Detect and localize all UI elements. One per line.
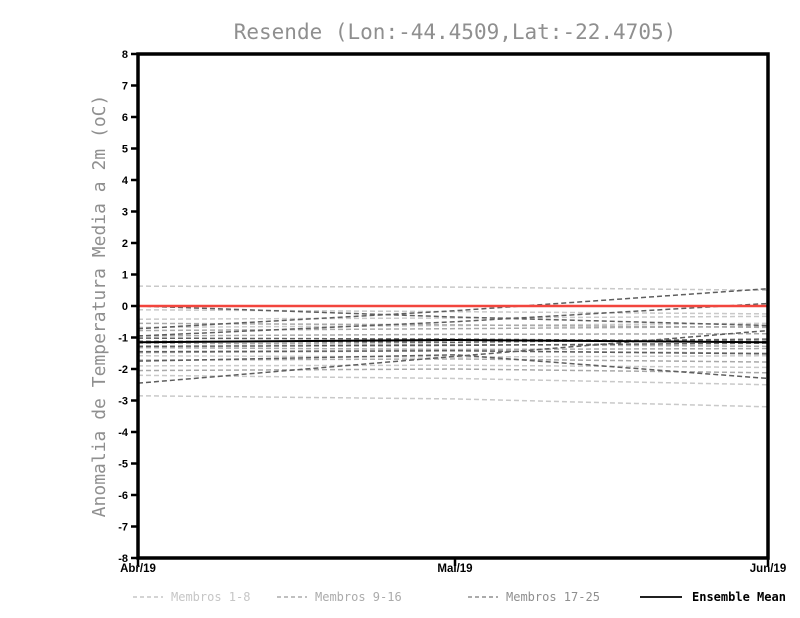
member-line-11 bbox=[137, 332, 769, 337]
y-tick-label: -7 bbox=[118, 522, 128, 534]
y-tick-label: -2 bbox=[118, 364, 128, 376]
member-line-23 bbox=[137, 349, 769, 355]
y-tick-label: 6 bbox=[122, 112, 128, 124]
legend-item-membros-9-16: Membros 9-16 bbox=[277, 590, 402, 604]
x-tick-label: Abr/19 bbox=[120, 563, 156, 575]
ensemble-mean-line bbox=[137, 339, 769, 344]
y-tick-label: 5 bbox=[122, 144, 128, 156]
y-tick-label: -1 bbox=[118, 333, 128, 345]
member-line-20 bbox=[137, 302, 769, 337]
member-line-9 bbox=[137, 322, 769, 329]
y-tick-label: 2 bbox=[122, 238, 128, 250]
legend-item-membros-17-25: Membros 17-25 bbox=[468, 590, 600, 604]
y-tick-label: 0 bbox=[122, 301, 128, 313]
legend-label: Membros 1-8 bbox=[171, 590, 250, 604]
member-line-12 bbox=[137, 342, 769, 348]
chart-legend: Membros 1-8 Membros 9-16 Membros 17-25 E… bbox=[133, 590, 786, 604]
y-axis-label: Anomalia de Temperatura Media a 2m (oC) bbox=[89, 95, 110, 518]
chart-title: Resende (Lon:-44.4509,Lat:-22.4705) bbox=[234, 20, 677, 44]
legend-label: Membros 9-16 bbox=[315, 590, 402, 604]
member-line-19 bbox=[137, 287, 769, 330]
member-line-8 bbox=[137, 395, 769, 408]
member-line-5 bbox=[137, 355, 769, 358]
y-tick-label: -8 bbox=[118, 553, 128, 565]
member-line-24 bbox=[137, 354, 769, 380]
member-line-6 bbox=[137, 364, 769, 369]
y-tick-label: -5 bbox=[118, 459, 128, 471]
y-tick-label: -6 bbox=[118, 490, 128, 502]
y-tick-label: -4 bbox=[118, 427, 129, 439]
member-line-16 bbox=[137, 368, 769, 374]
legend-item-membros-1-8: Membros 1-8 bbox=[133, 590, 250, 604]
member-line-21 bbox=[137, 337, 769, 343]
x-tick-label: Mai/19 bbox=[437, 563, 472, 575]
legend-label: Membros 17-25 bbox=[506, 590, 600, 604]
member-line-4 bbox=[137, 322, 769, 329]
member-line-7 bbox=[137, 374, 769, 386]
y-tick-label: -3 bbox=[118, 396, 128, 408]
member-line-10 bbox=[137, 325, 769, 332]
member-line-13 bbox=[137, 346, 769, 351]
member-line-22 bbox=[137, 342, 769, 348]
y-tick-label: 4 bbox=[122, 175, 129, 187]
x-tick-label: Jun/19 bbox=[750, 563, 786, 575]
member-line-18 bbox=[137, 329, 769, 384]
y-tick-label: 3 bbox=[122, 207, 128, 219]
y-tick-label: 7 bbox=[122, 81, 128, 93]
y-tick-label: 1 bbox=[122, 270, 128, 282]
member-line-3 bbox=[137, 315, 769, 320]
member-line-17 bbox=[137, 305, 769, 327]
legend-item-ensemble-mean: Ensemble Mean bbox=[640, 590, 786, 604]
legend-label: Ensemble Mean bbox=[692, 590, 786, 604]
plot-lines bbox=[137, 285, 769, 408]
member-line-15 bbox=[137, 358, 769, 363]
axis-ticks: -8 -7 -6 -5 -4 -3 -2 -1 0 1 2 3 4 5 6 7 8 Abr/19 Mai/19 Jun… bbox=[118, 49, 786, 575]
y-tick-label: 8 bbox=[122, 49, 128, 61]
member-line-1 bbox=[137, 285, 769, 291]
